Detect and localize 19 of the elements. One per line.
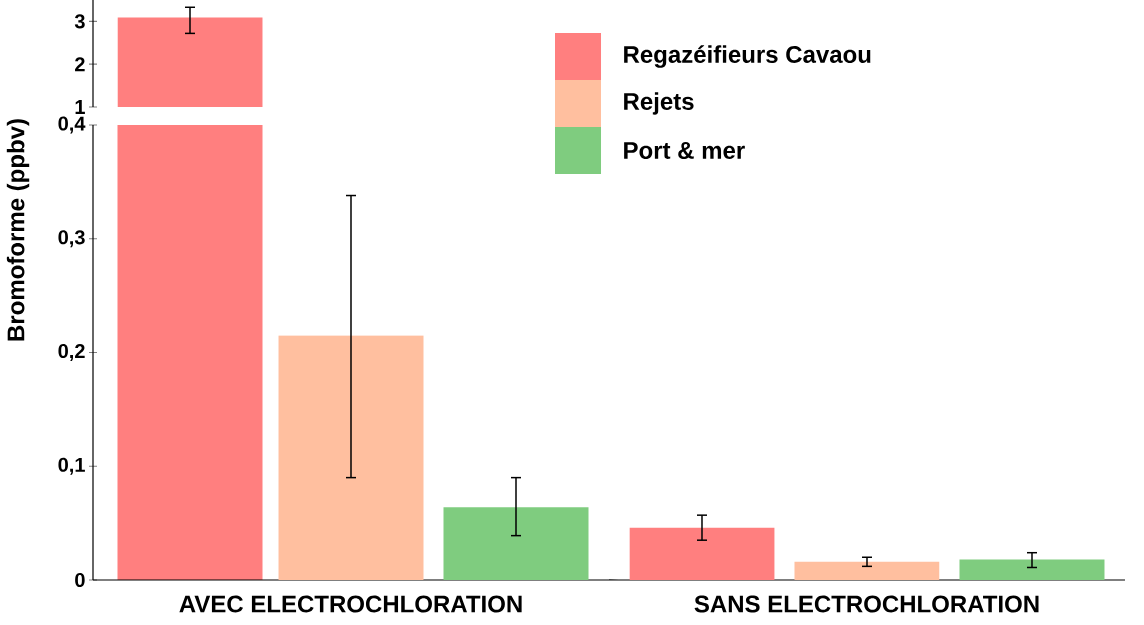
bar <box>794 561 940 580</box>
bar <box>278 335 424 580</box>
bar <box>629 527 775 580</box>
y-tick-label: 0 <box>75 572 85 588</box>
y-tick-label: 0,1 <box>58 457 85 475</box>
y-tick-label: 2 <box>75 57 85 72</box>
legend-label: Port & mer <box>624 142 745 159</box>
y-tick-label: 0,4 <box>58 116 86 134</box>
y-axis-title: Bromoforme (ppbv) <box>6 119 30 341</box>
x-tick-label: SANS ELECTROCHLORATION <box>694 595 1039 613</box>
legend-label: Rejets <box>624 92 694 115</box>
y-tick-label: 0,2 <box>58 343 85 362</box>
bar <box>959 559 1105 580</box>
legend-label: Regazéifieurs Cavaou <box>624 45 871 68</box>
y-tick-label: 1 <box>75 100 85 114</box>
bar <box>443 507 589 580</box>
y-tick-label: 0,3 <box>58 230 85 248</box>
x-tick-label: AVEC ELECTROCHLORATION <box>179 595 522 613</box>
y-tick-label: 3 <box>74 14 85 29</box>
